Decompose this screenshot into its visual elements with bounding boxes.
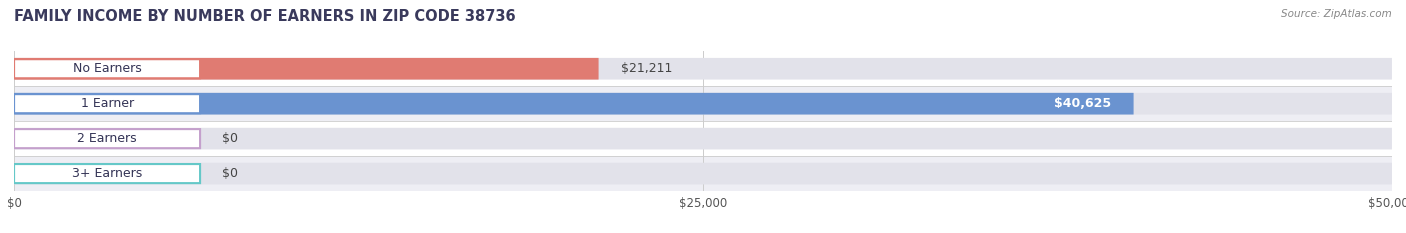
Text: Source: ZipAtlas.com: Source: ZipAtlas.com <box>1281 9 1392 19</box>
FancyBboxPatch shape <box>14 129 200 148</box>
Bar <box>14 121 1392 156</box>
Text: No Earners: No Earners <box>73 62 142 75</box>
Text: $40,625: $40,625 <box>1054 97 1112 110</box>
Bar <box>14 156 1392 191</box>
Text: FAMILY INCOME BY NUMBER OF EARNERS IN ZIP CODE 38736: FAMILY INCOME BY NUMBER OF EARNERS IN ZI… <box>14 9 516 24</box>
Bar <box>14 86 1392 121</box>
FancyBboxPatch shape <box>14 94 200 113</box>
FancyBboxPatch shape <box>14 93 1133 115</box>
Text: 3+ Earners: 3+ Earners <box>72 167 142 180</box>
FancyBboxPatch shape <box>14 58 599 80</box>
FancyBboxPatch shape <box>14 93 1392 115</box>
FancyBboxPatch shape <box>14 58 1392 80</box>
FancyBboxPatch shape <box>14 59 200 78</box>
Bar <box>14 51 1392 86</box>
Text: 1 Earner: 1 Earner <box>80 97 134 110</box>
FancyBboxPatch shape <box>14 164 200 183</box>
Text: $21,211: $21,211 <box>620 62 672 75</box>
Text: $0: $0 <box>222 167 238 180</box>
FancyBboxPatch shape <box>14 128 1392 150</box>
Text: $0: $0 <box>222 132 238 145</box>
Text: 2 Earners: 2 Earners <box>77 132 136 145</box>
FancyBboxPatch shape <box>14 163 1392 185</box>
